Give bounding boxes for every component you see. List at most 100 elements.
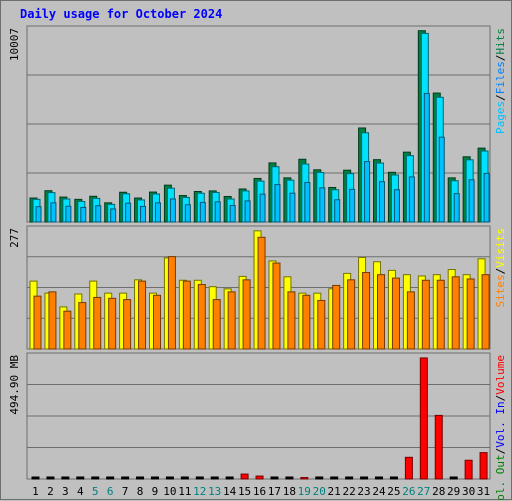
bar-sites-day-7 <box>123 299 132 350</box>
bar-volume-day-29 <box>449 476 458 480</box>
x-tick-label-day-19: 19 <box>298 485 311 498</box>
bar-volume-day-17 <box>270 476 279 480</box>
bar-sites-day-8 <box>138 280 147 350</box>
bar-volume-day-19 <box>300 477 309 480</box>
bar-pages-day-28 <box>438 136 445 223</box>
legend-separator: / <box>494 448 507 455</box>
bar-pages-day-7 <box>125 202 132 223</box>
x-tick-label-day-17: 17 <box>268 485 281 498</box>
x-tick-label-day-14: 14 <box>223 485 237 498</box>
bar-volume-day-31 <box>479 452 488 480</box>
bar-sites-day-22 <box>347 279 356 350</box>
bar-volume-day-9 <box>150 476 159 480</box>
x-tick-label-day-24: 24 <box>372 485 386 498</box>
x-tick-label-day-13: 13 <box>208 485 221 498</box>
bar-volume-day-10 <box>165 476 174 480</box>
legend-item-vol-in: Vol. In <box>494 401 507 447</box>
x-tick-label-day-29: 29 <box>447 485 460 498</box>
bar-volume-day-26 <box>404 456 413 480</box>
bar-pages-day-10 <box>169 198 176 223</box>
legend-item-hits: Hits <box>494 28 507 55</box>
x-tick-label-day-3: 3 <box>62 485 69 498</box>
x-tick-label-day-9: 9 <box>152 485 159 498</box>
legend-item-visits: Visits <box>494 228 507 268</box>
bar-sites-day-4 <box>78 302 87 350</box>
bar-sites-day-6 <box>108 297 117 350</box>
x-tick-label-day-23: 23 <box>357 485 370 498</box>
legend-item-volume: Volume <box>494 355 507 395</box>
bar-pages-day-12 <box>199 201 206 223</box>
bar-sites-day-13 <box>212 299 221 350</box>
bar-pages-day-23 <box>364 161 371 223</box>
bar-pages-day-16 <box>259 193 266 223</box>
legend-separator: / <box>494 268 507 275</box>
bar-pages-day-29 <box>453 193 460 223</box>
bar-volume-day-4 <box>76 476 85 480</box>
bar-pages-day-9 <box>154 202 161 223</box>
bar-volume-day-24 <box>375 476 384 480</box>
x-tick-label-day-28: 28 <box>432 485 445 498</box>
bar-pages-day-20 <box>319 187 326 223</box>
bar-volume-day-22 <box>345 476 354 480</box>
x-tick-label-day-1: 1 <box>32 485 39 498</box>
bar-pages-day-14 <box>229 204 236 223</box>
x-tick-label-day-6: 6 <box>107 485 114 498</box>
bar-pages-day-30 <box>468 179 475 223</box>
bar-volume-day-30 <box>464 459 473 480</box>
x-tick-label-day-22: 22 <box>342 485 355 498</box>
bar-sites-day-24 <box>377 274 386 350</box>
bar-pages-day-21 <box>334 199 341 223</box>
bar-sites-day-26 <box>406 291 415 350</box>
bar-volume-day-28 <box>434 414 443 480</box>
x-tick-label-day-26: 26 <box>402 485 415 498</box>
bar-pages-day-13 <box>214 201 221 223</box>
x-tick-label-day-4: 4 <box>77 485 84 498</box>
bar-sites-day-14 <box>227 291 236 350</box>
x-tick-label-day-8: 8 <box>137 485 144 498</box>
legend-hits-files-pages: Pages/Files/Hits <box>494 28 507 134</box>
x-tick-label-day-27: 27 <box>417 485 430 498</box>
legend-item-sites: Sites <box>494 274 507 307</box>
y-max-label: 277 <box>8 228 21 248</box>
legend-volume: Vol. Out/Vol. In/Volume <box>494 355 507 501</box>
x-tick-label-day-20: 20 <box>313 485 326 498</box>
bar-pages-day-27 <box>423 92 430 223</box>
bar-volume-day-5 <box>91 476 100 480</box>
bar-pages-day-4 <box>80 206 87 223</box>
bar-sites-day-12 <box>197 284 206 350</box>
x-tick-label-day-7: 7 <box>122 485 129 498</box>
bar-volume-day-8 <box>136 476 145 480</box>
bar-volume-day-12 <box>195 476 204 480</box>
bar-volume-day-6 <box>106 476 115 480</box>
bar-sites-day-28 <box>436 279 445 350</box>
legend-separator: / <box>494 94 507 101</box>
x-tick-label-day-15: 15 <box>238 485 251 498</box>
x-tick-label-day-31: 31 <box>477 485 490 498</box>
bar-sites-day-31 <box>481 274 490 350</box>
bar-sites-day-29 <box>451 276 460 350</box>
x-tick-label-day-16: 16 <box>253 485 266 498</box>
legend-item-files: Files <box>494 61 507 94</box>
bar-volume-day-21 <box>330 476 339 480</box>
bar-sites-day-1 <box>33 295 42 350</box>
bar-pages-day-18 <box>289 192 296 223</box>
bar-sites-day-11 <box>182 280 191 350</box>
bar-volume-day-1 <box>31 476 40 480</box>
legend-item-pages: Pages <box>494 101 507 134</box>
bar-sites-day-17 <box>272 262 281 350</box>
bar-sites-day-30 <box>466 278 475 350</box>
bar-sites-day-3 <box>63 310 72 350</box>
bar-volume-day-13 <box>210 476 219 480</box>
bar-sites-day-21 <box>332 284 341 350</box>
y-max-label: 10007 <box>8 28 21 61</box>
bar-pages-day-25 <box>393 189 400 223</box>
bar-sites-day-23 <box>362 272 371 350</box>
bar-volume-day-11 <box>180 476 189 480</box>
bar-pages-day-26 <box>408 176 415 223</box>
bar-sites-day-20 <box>317 299 326 350</box>
bar-sites-day-18 <box>287 291 296 350</box>
bar-sites-day-25 <box>391 277 400 350</box>
bar-sites-day-15 <box>242 279 251 350</box>
